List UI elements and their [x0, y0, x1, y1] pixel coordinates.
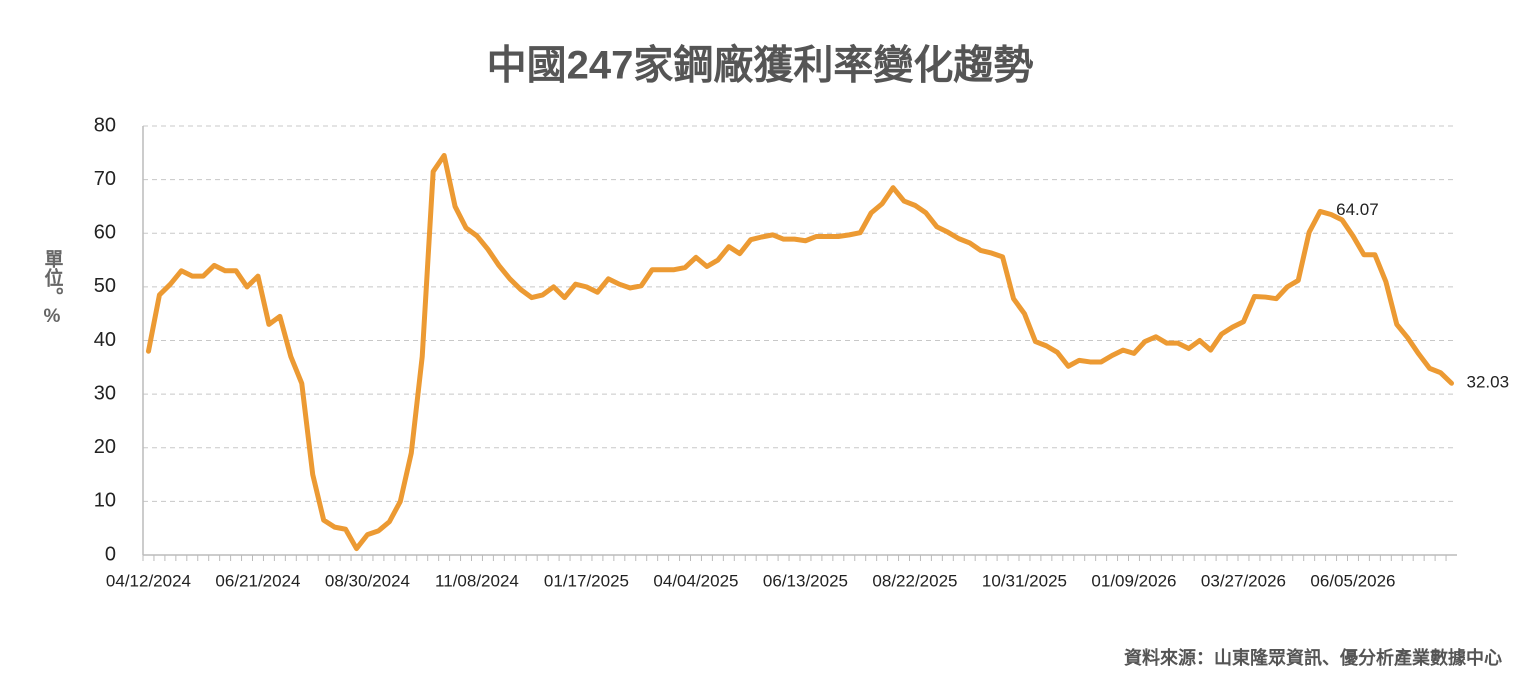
data-label: 32.03 [1467, 373, 1510, 392]
x-tick-label: 08/30/2024 [325, 571, 410, 590]
line-series [145, 152, 1455, 552]
y-tick-label: 70 [94, 168, 116, 190]
x-tick-label: 11/08/2024 [435, 571, 519, 590]
data-label: 64.07 [1336, 200, 1379, 219]
x-tick-label: 04/04/2025 [653, 571, 738, 590]
y-tick-label: 60 [94, 222, 116, 244]
x-tick-label: 01/09/2026 [1091, 571, 1176, 590]
y-tick-label: 40 [94, 329, 116, 351]
y-tick-label: 10 [94, 490, 116, 512]
y-tick-label: 50 [94, 275, 116, 297]
y-tick-label: 20 [94, 436, 116, 458]
x-tick-label: 01/17/2025 [544, 571, 629, 590]
source-note: 資料來源：山東隆眾資訊、優分析產業數據中心 [1124, 647, 1502, 668]
y-tick-label: 0 [105, 543, 116, 565]
x-tick-label: 10/31/2025 [982, 571, 1067, 590]
y-axis-label: 單位。% [42, 249, 64, 327]
x-tick-label: 03/27/2026 [1201, 571, 1286, 590]
x-tick-label: 06/05/2026 [1310, 571, 1395, 590]
x-tick-label: 06/13/2025 [763, 571, 848, 590]
y-tick-label: 80 [94, 114, 116, 136]
x-tick-label: 08/22/2025 [872, 571, 957, 590]
chart-title: 中國247家鋼廠獲利率變化趨勢 [487, 43, 1034, 88]
y-tick-label: 30 [94, 382, 116, 404]
x-tick-label: 04/12/2024 [106, 571, 191, 590]
x-tick-label: 06/21/2024 [215, 571, 300, 590]
